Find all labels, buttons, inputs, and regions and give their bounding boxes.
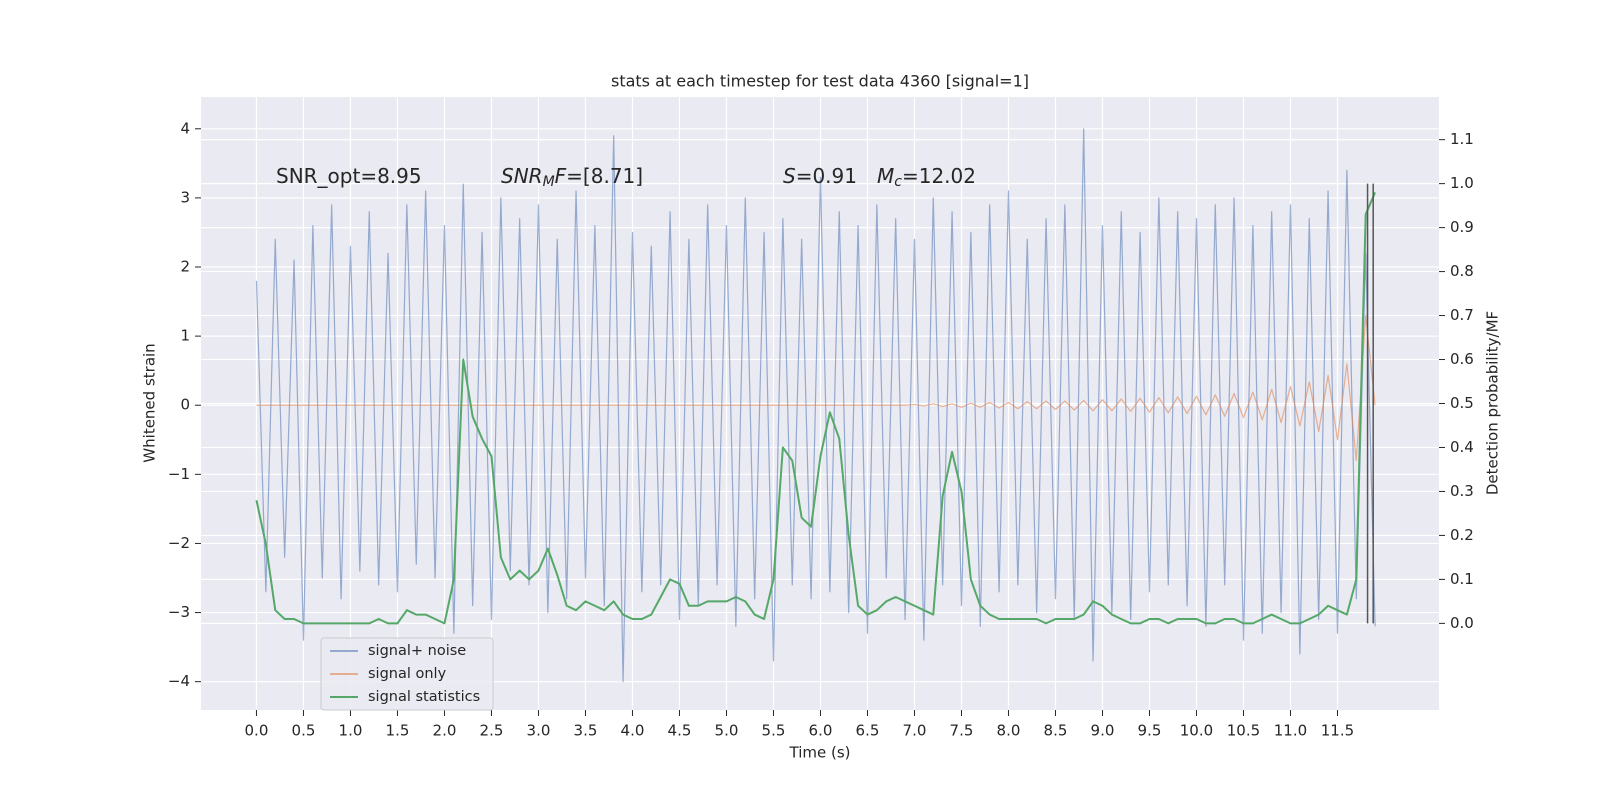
x-tick-label: 7.5 bbox=[950, 722, 974, 740]
legend-label: signal only bbox=[368, 666, 447, 682]
y-tick-label: 4 bbox=[180, 119, 190, 137]
x-tick-label: 6.0 bbox=[809, 722, 833, 740]
y-axis-label: Whitened strain bbox=[141, 343, 159, 462]
annotation: SNR_opt=8.95 bbox=[276, 164, 422, 188]
y2-tick-label: 1.1 bbox=[1450, 130, 1474, 148]
x-tick-label: 5.0 bbox=[715, 722, 739, 740]
y2-tick-label: 0.4 bbox=[1450, 438, 1474, 456]
annotation: Mc=12.02 bbox=[877, 164, 976, 191]
y-tick-label: 1 bbox=[180, 327, 190, 345]
axes: −4 −3 −2 −1 0 1 2 3 4 0.0 0.1 0.2 0.3 0.4 0.5 0.6 0.7 0.8… bbox=[168, 119, 1474, 739]
x-tick-label: 3.5 bbox=[574, 722, 598, 740]
x-tick-label: 1.0 bbox=[339, 722, 363, 740]
y2-tick-label: 1.0 bbox=[1450, 174, 1474, 192]
x-tick-label: 2.5 bbox=[480, 722, 504, 740]
x-tick-label: 0.0 bbox=[245, 722, 269, 740]
annotation-symbol: SNR bbox=[501, 164, 543, 188]
lines bbox=[255, 128, 1376, 683]
x-tick-label: 9.0 bbox=[1091, 722, 1115, 740]
y2-tick-label: 0.8 bbox=[1450, 262, 1474, 280]
y2-tick-label: 0.3 bbox=[1450, 482, 1474, 500]
y-tick-label: 3 bbox=[180, 188, 190, 206]
legend: signal+ noise signal only signal statistic… bbox=[320, 637, 494, 711]
x-tick-label: 3.0 bbox=[527, 722, 551, 740]
x-tick-label: 1.5 bbox=[386, 722, 410, 740]
y-tick-label: 2 bbox=[180, 258, 190, 276]
x-tick-label: 6.5 bbox=[856, 722, 880, 740]
y2-tick-label: 0.7 bbox=[1450, 306, 1474, 324]
annotation-symbol: S bbox=[783, 164, 796, 188]
series-line bbox=[256, 314, 1376, 462]
x-tick-label: 10.0 bbox=[1180, 722, 1213, 740]
x-tick-label: 4.0 bbox=[621, 722, 645, 740]
x-tick-label: 9.5 bbox=[1138, 722, 1162, 740]
y-tick-label: −3 bbox=[168, 603, 190, 621]
y-tick-label: 0 bbox=[180, 396, 190, 414]
y2-tick-label: 0.9 bbox=[1450, 218, 1474, 236]
annotation-symbol: M bbox=[877, 164, 894, 188]
series-line bbox=[255, 128, 1376, 683]
y2-tick-label: 0.2 bbox=[1450, 526, 1474, 544]
annotation-value: =12.02 bbox=[902, 164, 976, 188]
annotations: SNR_opt=8.95 SNRMF=[8.71] S=0.91 Mc=12.02 bbox=[276, 164, 976, 191]
legend-box bbox=[320, 637, 494, 711]
annotation: SNRMF=[8.71] bbox=[501, 164, 643, 191]
x-tick-label: 8.0 bbox=[997, 722, 1021, 740]
x-tick-label: 8.5 bbox=[1044, 722, 1068, 740]
annotation: S=0.91 bbox=[783, 164, 857, 188]
y-tick-label: −1 bbox=[168, 465, 190, 483]
y2-tick-label: 0.0 bbox=[1450, 614, 1474, 632]
y2-tick-label: 0.5 bbox=[1450, 394, 1474, 412]
annotation-text: SNR_opt=8.95 bbox=[276, 164, 422, 188]
y2-axis-label: Detection probability/MF bbox=[1484, 311, 1502, 495]
x-tick-label: 10.5 bbox=[1227, 722, 1260, 740]
y-tick-label: −4 bbox=[168, 672, 190, 690]
y2-tick-label: 0.6 bbox=[1450, 350, 1474, 368]
annotation-subscript: c bbox=[894, 174, 902, 190]
legend-label: signal+ noise bbox=[368, 643, 466, 659]
series-line bbox=[255, 192, 1376, 625]
chart-title: stats at each timestep for test data 436… bbox=[611, 72, 1029, 91]
x-tick-label: 5.5 bbox=[762, 722, 786, 740]
legend-label: signal statistics bbox=[368, 689, 480, 705]
annotation-subscript: M bbox=[543, 174, 555, 190]
y-tick-label: −2 bbox=[168, 534, 190, 552]
annotation-symbol: F bbox=[555, 164, 567, 188]
annotation-value: =[8.71] bbox=[566, 164, 643, 188]
x-tick-label: 7.0 bbox=[903, 722, 927, 740]
x-tick-label: 2.0 bbox=[433, 722, 457, 740]
x-tick-label: 11.0 bbox=[1274, 722, 1307, 740]
x-tick-label: 0.5 bbox=[292, 722, 316, 740]
x-axis-label: Time (s) bbox=[789, 744, 851, 762]
annotation-value: =0.91 bbox=[796, 164, 857, 188]
x-tick-label: 11.5 bbox=[1321, 722, 1354, 740]
x-tick-label: 4.5 bbox=[668, 722, 692, 740]
y2-tick-label: 0.1 bbox=[1450, 570, 1474, 588]
